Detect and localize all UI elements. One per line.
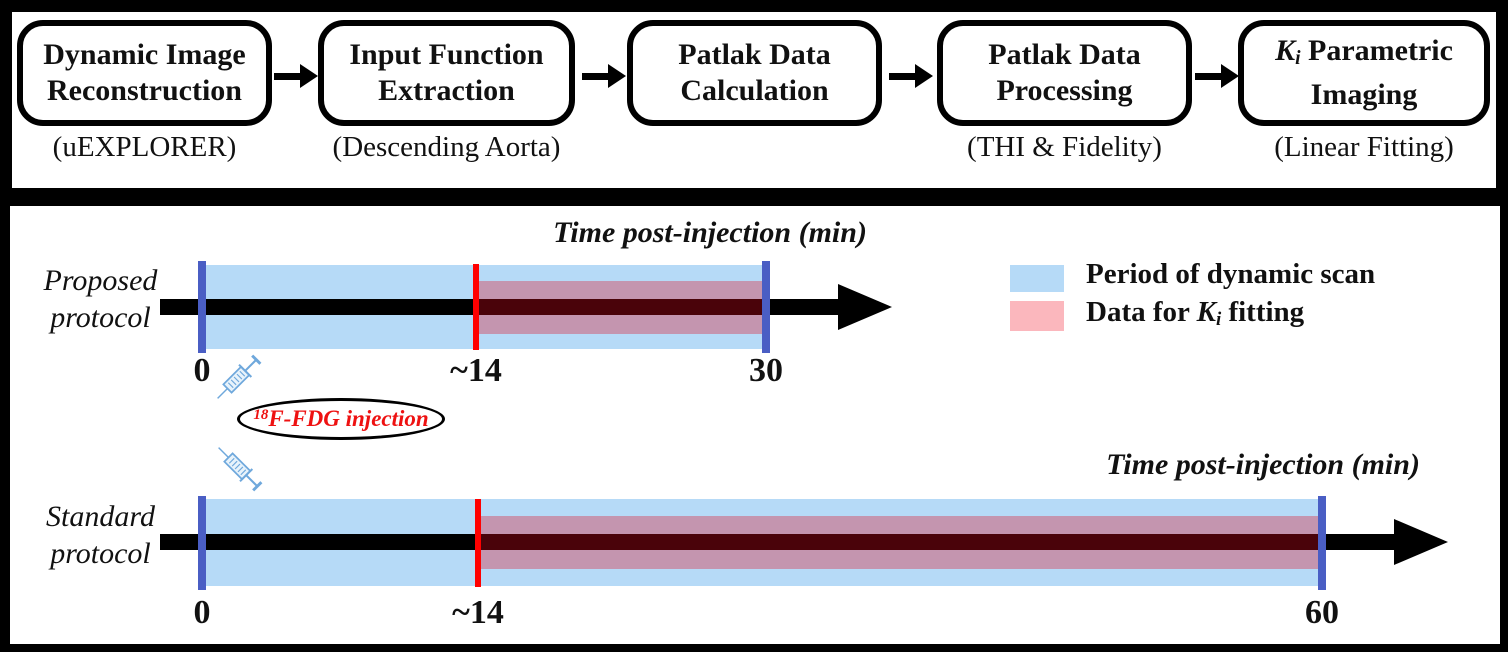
box-title-line1: Parametric — [1300, 34, 1453, 67]
legend-fitting-label: Data for Ki fitting — [1086, 296, 1305, 330]
flow-arrow-icon — [274, 64, 318, 88]
timeline-panel: Time post-injection (min) Proposed proto… — [0, 196, 1508, 652]
proposed-tick-label-0: 0 — [193, 352, 211, 389]
proposed-protocol-label: Proposed protocol — [43, 264, 158, 334]
standard-tick-label-60: 60 — [1305, 594, 1339, 631]
box-subtitle: (uEXPLORER) — [52, 131, 237, 163]
proposed-axis-arrowhead-icon — [838, 284, 892, 330]
syringe-icon — [207, 345, 271, 409]
standard-tick-0 — [198, 496, 206, 590]
proposed-tick-label-14: ~14 — [450, 352, 502, 389]
proposed-tick-30 — [762, 261, 770, 353]
ki-subscript: i — [1215, 309, 1222, 330]
box-title-line1: Dynamic Image — [43, 38, 246, 71]
box-subtitle: (Descending Aorta) — [332, 131, 561, 163]
syringe-icon — [208, 437, 272, 501]
flow-box-ki-parametric-imaging: Ki Parametric Imaging — [1238, 20, 1490, 126]
isotope-superscript: 18 — [253, 407, 269, 423]
injection-label: F-FDG injection — [268, 406, 429, 431]
box-title-line2: Extraction — [378, 74, 515, 107]
injection-callout: 18F-FDG injection — [237, 398, 445, 440]
flow-arrow-icon — [1195, 64, 1239, 88]
standard-tick-14 — [475, 499, 481, 587]
standard-axis-title: Time post-injection (min) — [1106, 448, 1420, 481]
flow-box-dynamic-image-reconstruction: Dynamic Image Reconstruction — [17, 20, 272, 126]
ki-symbol: K — [1275, 34, 1296, 67]
flow-box-patlak-data-calculation: Patlak Data Calculation — [627, 20, 882, 126]
flow-arrow-icon — [889, 64, 933, 88]
box-title-line1: Patlak Data — [678, 38, 831, 71]
standard-tick-label-0: 0 — [193, 594, 211, 631]
box-title-line2: Imaging — [1310, 78, 1418, 111]
standard-time-axis — [160, 534, 1394, 550]
box-subtitle: (Linear Fitting) — [1274, 131, 1454, 163]
proposed-time-axis — [160, 299, 838, 315]
legend-fitting-swatch — [1010, 301, 1064, 331]
standard-protocol-label: Standard protocol — [46, 500, 155, 570]
standard-tick-60 — [1318, 496, 1326, 590]
proposed-tick-14 — [473, 264, 479, 350]
proposed-axis-title: Time post-injection (min) — [553, 216, 867, 249]
box-title-line1: Input Function — [349, 38, 544, 71]
flow-box-input-function-extraction: Input Function Extraction — [318, 20, 575, 126]
proposed-tick-label-30: 30 — [749, 352, 783, 389]
box-title-line2: Reconstruction — [47, 74, 242, 107]
flow-arrow-icon — [582, 64, 626, 88]
legend-scan-label: Period of dynamic scan — [1086, 258, 1376, 290]
standard-fitting-band — [478, 516, 1322, 569]
proposed-fitting-band — [476, 281, 766, 334]
ki-subscript: i — [1295, 48, 1301, 69]
box-title-line2: Processing — [996, 74, 1133, 107]
flow-box-patlak-data-processing: Patlak Data Processing — [937, 20, 1192, 126]
proposed-tick-0 — [198, 261, 206, 353]
standard-tick-label-14: ~14 — [452, 594, 504, 631]
box-subtitle: (THI & Fidelity) — [967, 131, 1162, 163]
legend-scan-swatch — [1010, 265, 1064, 292]
box-title-line2: Calculation — [680, 74, 829, 107]
ki-symbol: K — [1196, 296, 1216, 328]
box-title-line1: Patlak Data — [988, 38, 1141, 71]
standard-axis-arrowhead-icon — [1394, 519, 1448, 565]
flowchart-panel: Dynamic Image Reconstruction (uEXPLORER)… — [0, 0, 1508, 196]
